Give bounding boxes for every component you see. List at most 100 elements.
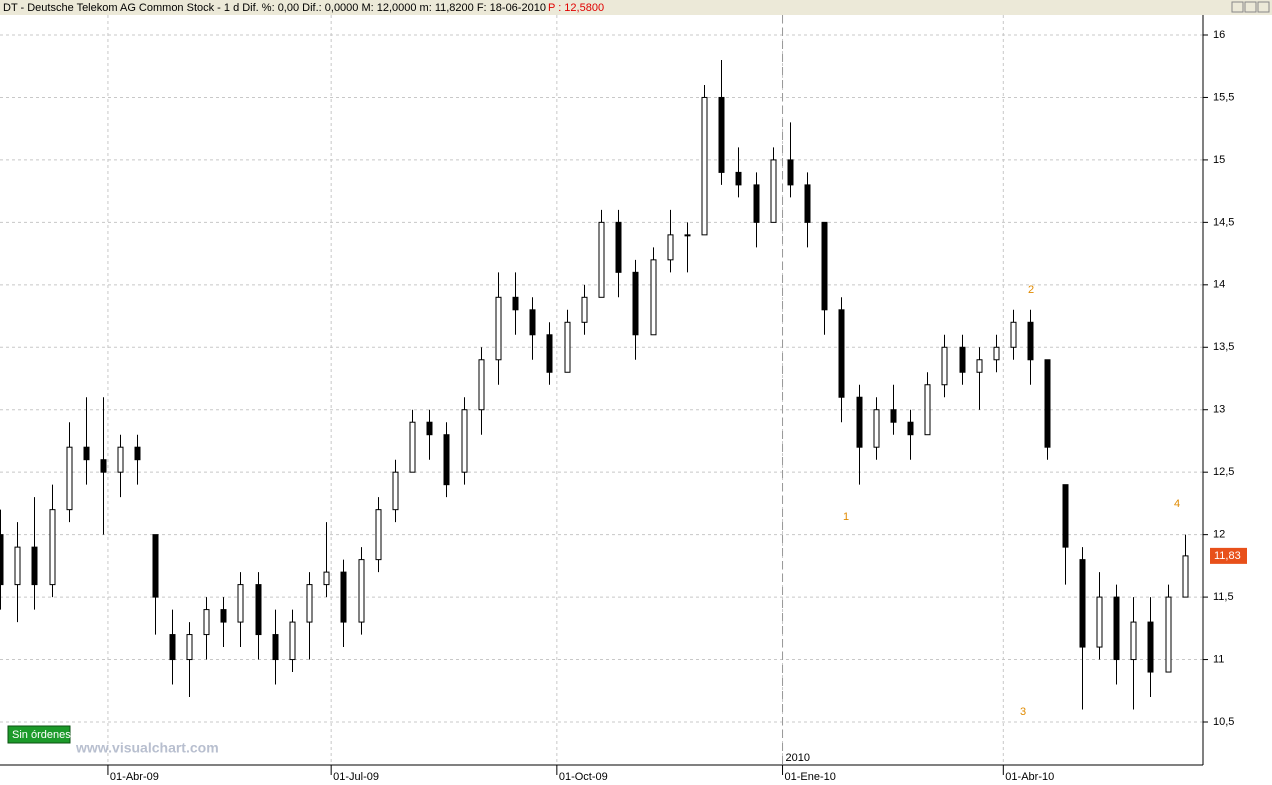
x-tick-label: 01-Abr-10	[1005, 771, 1054, 783]
candle-body	[272, 634, 279, 661]
candle-body	[289, 621, 296, 661]
candle-body	[1079, 559, 1086, 648]
status-text: Sin órdenes	[12, 729, 71, 741]
y-tick-label: 13,5	[1213, 341, 1234, 353]
candle-body	[701, 96, 708, 236]
candle-body	[529, 309, 536, 336]
x-tick-label: 01-Abr-09	[110, 771, 159, 783]
candle-body	[650, 259, 657, 336]
wave-label: 4	[1174, 498, 1180, 510]
candle-body	[375, 509, 382, 561]
y-tick-label: 15	[1213, 154, 1225, 166]
maximize-button[interactable]	[1244, 1, 1257, 13]
candle-body	[1044, 359, 1051, 448]
candle-body	[1165, 596, 1172, 673]
status-box	[7, 725, 71, 744]
candle-body	[0, 534, 4, 586]
y-tick-label: 14,5	[1213, 216, 1234, 228]
close-button[interactable]	[1257, 1, 1270, 13]
last-price-label: 11,83	[1214, 550, 1241, 562]
candle-body	[169, 634, 176, 661]
y-tick-label: 12	[1213, 529, 1225, 541]
candle-body	[461, 409, 468, 473]
y-tick-label: 10,5	[1213, 716, 1234, 728]
candle-body	[684, 234, 691, 237]
candle-body	[976, 359, 983, 373]
candle-body	[1147, 621, 1154, 673]
y-tick-label: 14	[1213, 279, 1225, 291]
header-info: DT - Deutsche Telekom AG Common Stock - …	[3, 2, 546, 14]
y-tick-label: 15,5	[1213, 91, 1234, 103]
candle-body	[1096, 596, 1103, 648]
y-tick-label: 13	[1213, 404, 1225, 416]
candle-body	[358, 559, 365, 623]
candle-body	[31, 546, 38, 586]
wave-label: 3	[1020, 706, 1026, 718]
candle-body	[907, 421, 914, 436]
candle-body	[495, 296, 502, 361]
window-buttons[interactable]	[1231, 1, 1270, 13]
candle-body	[718, 96, 725, 173]
candle-body	[340, 571, 347, 623]
candle-body	[1010, 321, 1017, 348]
candle-body	[83, 446, 90, 461]
x-tick-label: 01-Ene-10	[785, 771, 836, 783]
candle-body	[203, 609, 210, 636]
candle-body	[856, 396, 863, 448]
candle-body	[632, 271, 639, 336]
candle-body	[821, 221, 828, 311]
candle-body	[134, 446, 141, 461]
candle-body	[873, 409, 880, 448]
header-price: P : 12,5800	[548, 2, 604, 14]
candle-body	[959, 346, 966, 373]
candle-body	[1130, 621, 1137, 661]
candle-body	[14, 546, 21, 586]
candle-body	[993, 346, 1000, 361]
candle-body	[753, 184, 760, 223]
wave-label: 1	[843, 511, 849, 523]
y-tick-label: 16	[1213, 29, 1225, 41]
candle-body	[564, 321, 571, 373]
y-tick-label: 11	[1213, 653, 1224, 665]
candle-body	[220, 609, 227, 623]
candle-body	[237, 584, 244, 623]
candle-body	[117, 446, 124, 473]
y-tick-label: 11,5	[1213, 591, 1234, 603]
year-label: 2010	[786, 752, 810, 764]
candle-body	[49, 509, 56, 586]
candle-body	[598, 221, 605, 298]
candle-body	[546, 334, 553, 373]
candle-body	[581, 296, 588, 323]
candle-body	[1113, 596, 1120, 661]
last-price-box	[1210, 547, 1247, 564]
watermark: www.visualchart.com	[75, 740, 219, 756]
y-tick-label: 12,5	[1213, 466, 1234, 478]
x-tick-label: 01-Jul-09	[333, 771, 379, 783]
candle-body	[804, 184, 811, 223]
candle-body	[186, 634, 193, 661]
candle-body	[409, 421, 416, 473]
minimize-button[interactable]	[1231, 1, 1244, 13]
candle-body	[152, 534, 159, 598]
candle-body	[838, 309, 845, 398]
candle-body	[1027, 321, 1034, 361]
candle-body	[890, 409, 897, 423]
x-tick-label: 01-Oct-09	[559, 771, 608, 783]
candle-body	[323, 571, 330, 586]
title-bar	[0, 0, 1272, 15]
wave-label: 2	[1028, 284, 1034, 296]
candle-body	[512, 296, 519, 311]
candle-body	[426, 421, 433, 436]
candle-body	[443, 434, 450, 486]
candle-body	[924, 384, 931, 436]
candle-body	[306, 584, 313, 623]
candle-body	[941, 346, 948, 386]
candle-body	[392, 471, 399, 511]
candle-body	[787, 159, 794, 186]
candle-body	[667, 234, 674, 261]
candle-body	[66, 446, 73, 511]
candle-body	[615, 221, 622, 273]
candle-body	[100, 459, 107, 473]
